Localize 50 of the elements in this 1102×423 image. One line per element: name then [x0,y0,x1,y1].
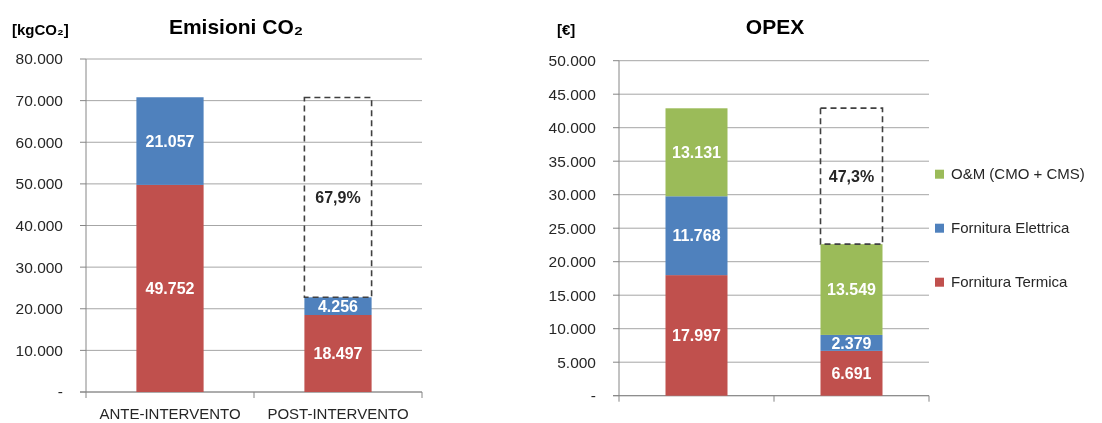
data-label: 6.691 [831,364,872,382]
data-label: 13.549 [827,281,877,299]
y-tick-label: 30.000 [548,186,597,204]
chart-title: Emisioni CO₂ [168,15,304,38]
bar [819,107,884,245]
y-tick-label: 5.000 [557,353,597,371]
y-tick-label: 10.000 [15,341,64,359]
y-tick-label: 35.000 [548,152,597,170]
data-label: 4.256 [317,297,359,315]
y-tick-label: 50.000 [15,175,64,193]
y-tick-label: 40.000 [15,216,64,234]
y-tick-label: 50.000 [548,52,597,70]
y-tick-label: 25.000 [548,219,597,237]
bar [820,244,883,335]
legend-label: O&M (CMO + CMS) [951,165,1085,183]
y-tick-label: 10.000 [548,320,597,338]
y-tick-label: - [590,387,596,405]
y-tick-label: 60.000 [15,133,64,151]
legend-label: Fornitura Termica [951,273,1069,291]
bar [665,275,728,396]
annotation: 67,9% [315,188,361,206]
data-label: 18.497 [313,345,363,363]
y-tick-label: 20.000 [15,300,64,318]
data-label: 2.379 [831,334,872,352]
annotation: 47,3% [828,167,875,185]
data-label: 11.768 [672,227,721,245]
data-label: 17.997 [672,327,722,345]
bar [304,315,372,392]
y-tick-label: 30.000 [15,258,64,276]
y-tick-label: 40.000 [548,119,597,137]
bar [665,196,728,276]
y-axis-title: [€] [557,21,576,38]
bar [136,184,204,392]
y-tick-label: 80.000 [15,50,64,68]
bar [136,97,204,185]
bar [303,96,373,299]
chart-title: OPEX [745,15,805,38]
bar [665,108,728,197]
y-tick-label: - [57,383,63,401]
y-tick-label: 70.000 [15,92,64,110]
data-label: 49.752 [145,280,195,298]
y-axis-title: [kgCO₂] [12,21,69,38]
legend-label: Fornitura Elettrica [951,219,1071,237]
data-label: 21.057 [145,132,195,150]
y-tick-label: 20.000 [548,253,597,271]
x-tick-label: ANTE-INTERVENTO [99,405,241,423]
x-tick-label: POST-INTERVENTO [267,405,409,423]
data-label: 13.131 [672,143,722,161]
y-tick-label: 15.000 [548,286,597,304]
y-tick-label: 45.000 [548,85,597,103]
